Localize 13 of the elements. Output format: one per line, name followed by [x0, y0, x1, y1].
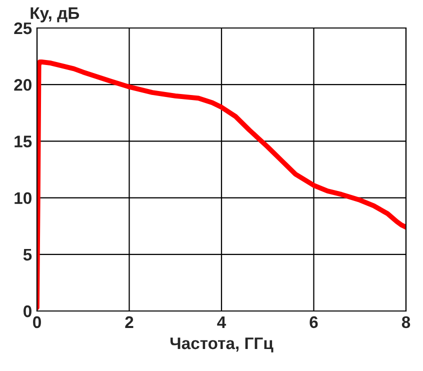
- y-tick-label: 5: [23, 248, 32, 261]
- x-tick-label: 8: [402, 316, 410, 328]
- y-tick-label: 25: [14, 22, 32, 34]
- x-tick-label: 0: [33, 316, 41, 328]
- y-tick-label: 10: [14, 192, 32, 204]
- x-tick-label: 4: [217, 316, 226, 328]
- x-axis-title: Частота, ГГц: [170, 338, 274, 352]
- y-tick-label: 20: [14, 79, 32, 91]
- y-tick-label: 15: [14, 136, 32, 148]
- y-tick-label: 0: [24, 305, 32, 318]
- x-tick-label: 6: [310, 316, 318, 328]
- y-axis-title: Ку, дБ: [30, 7, 80, 22]
- x-tick-label: 2: [125, 316, 134, 328]
